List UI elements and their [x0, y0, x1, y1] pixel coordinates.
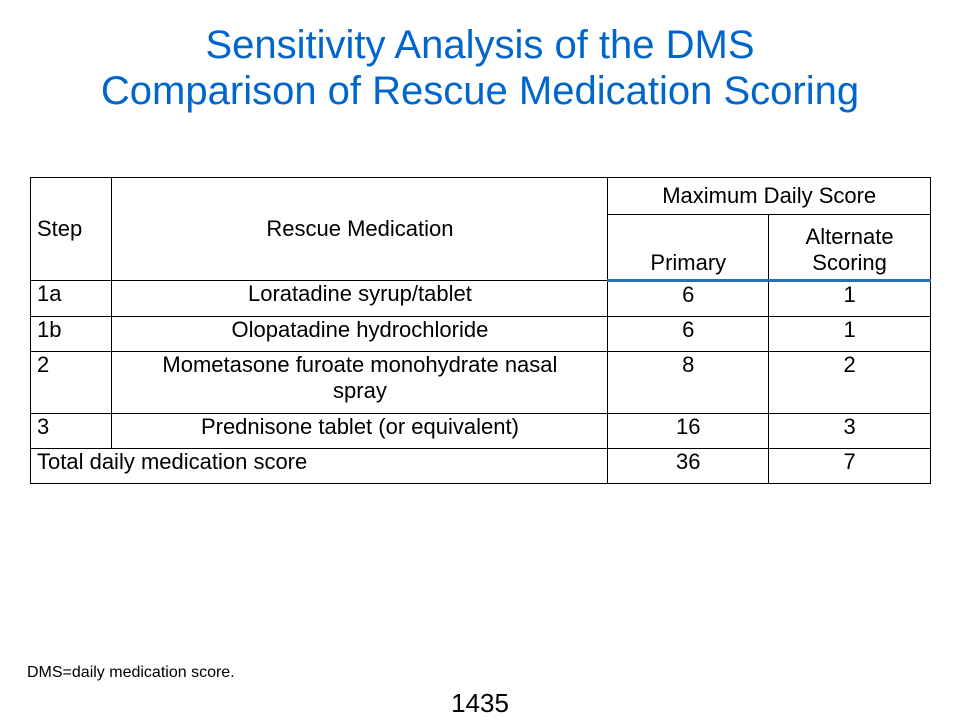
- cell-primary: 16: [607, 413, 770, 449]
- total-row: Total daily medication score 36 7: [29, 448, 931, 484]
- cell-medication: Loratadine syrup/tablet: [111, 280, 609, 317]
- total-primary: 36: [607, 448, 770, 484]
- cell-primary: 8: [607, 351, 770, 414]
- header-primary: Primary: [607, 214, 770, 282]
- title-line-1: Sensitivity Analysis of the DMS: [205, 23, 755, 67]
- header-rescue-medication: Rescue Medication: [111, 177, 609, 281]
- cell-step: 2: [29, 351, 113, 414]
- cell-primary: 6: [607, 280, 770, 317]
- table-row: 1a Loratadine syrup/tablet 6 1: [29, 280, 931, 317]
- cell-medication: Olopatadine hydrochloride: [111, 316, 609, 352]
- rescue-medication-table: Step Rescue Medication Maximum Daily Sco…: [29, 177, 931, 484]
- total-label: Total daily medication score: [29, 448, 609, 484]
- total-alternate: 7: [768, 448, 931, 484]
- slide-title: Sensitivity Analysis of the DMS Comparis…: [0, 22, 960, 114]
- cell-alternate: 3: [768, 413, 931, 449]
- page-number: 1435: [451, 688, 509, 718]
- table-row: 2 Mometasone furoate monohydrate nasal s…: [29, 351, 931, 414]
- cell-alternate: 2: [768, 351, 931, 414]
- cell-step: 1a: [29, 280, 113, 317]
- header-alternate-scoring: Alternate Scoring: [768, 214, 931, 282]
- table-row: 3 Prednisone tablet (or equivalent) 16 3: [29, 413, 931, 449]
- footnote: DMS=daily medication score.: [27, 664, 235, 681]
- header-maximum-daily-score: Maximum Daily Score: [607, 177, 931, 215]
- cell-step: 1b: [29, 316, 113, 352]
- cell-alternate: 1: [768, 316, 931, 352]
- cell-primary: 6: [607, 316, 770, 352]
- table-row: 1b Olopatadine hydrochloride 6 1: [29, 316, 931, 352]
- cell-alternate: 1: [768, 280, 931, 317]
- cell-medication: Prednisone tablet (or equivalent): [111, 413, 609, 449]
- title-line-2: Comparison of Rescue Medication Scoring: [100, 69, 860, 113]
- cell-step: 3: [29, 413, 113, 449]
- header-step: Step: [29, 177, 113, 281]
- cell-medication: Mometasone furoate monohydrate nasal spr…: [111, 351, 609, 414]
